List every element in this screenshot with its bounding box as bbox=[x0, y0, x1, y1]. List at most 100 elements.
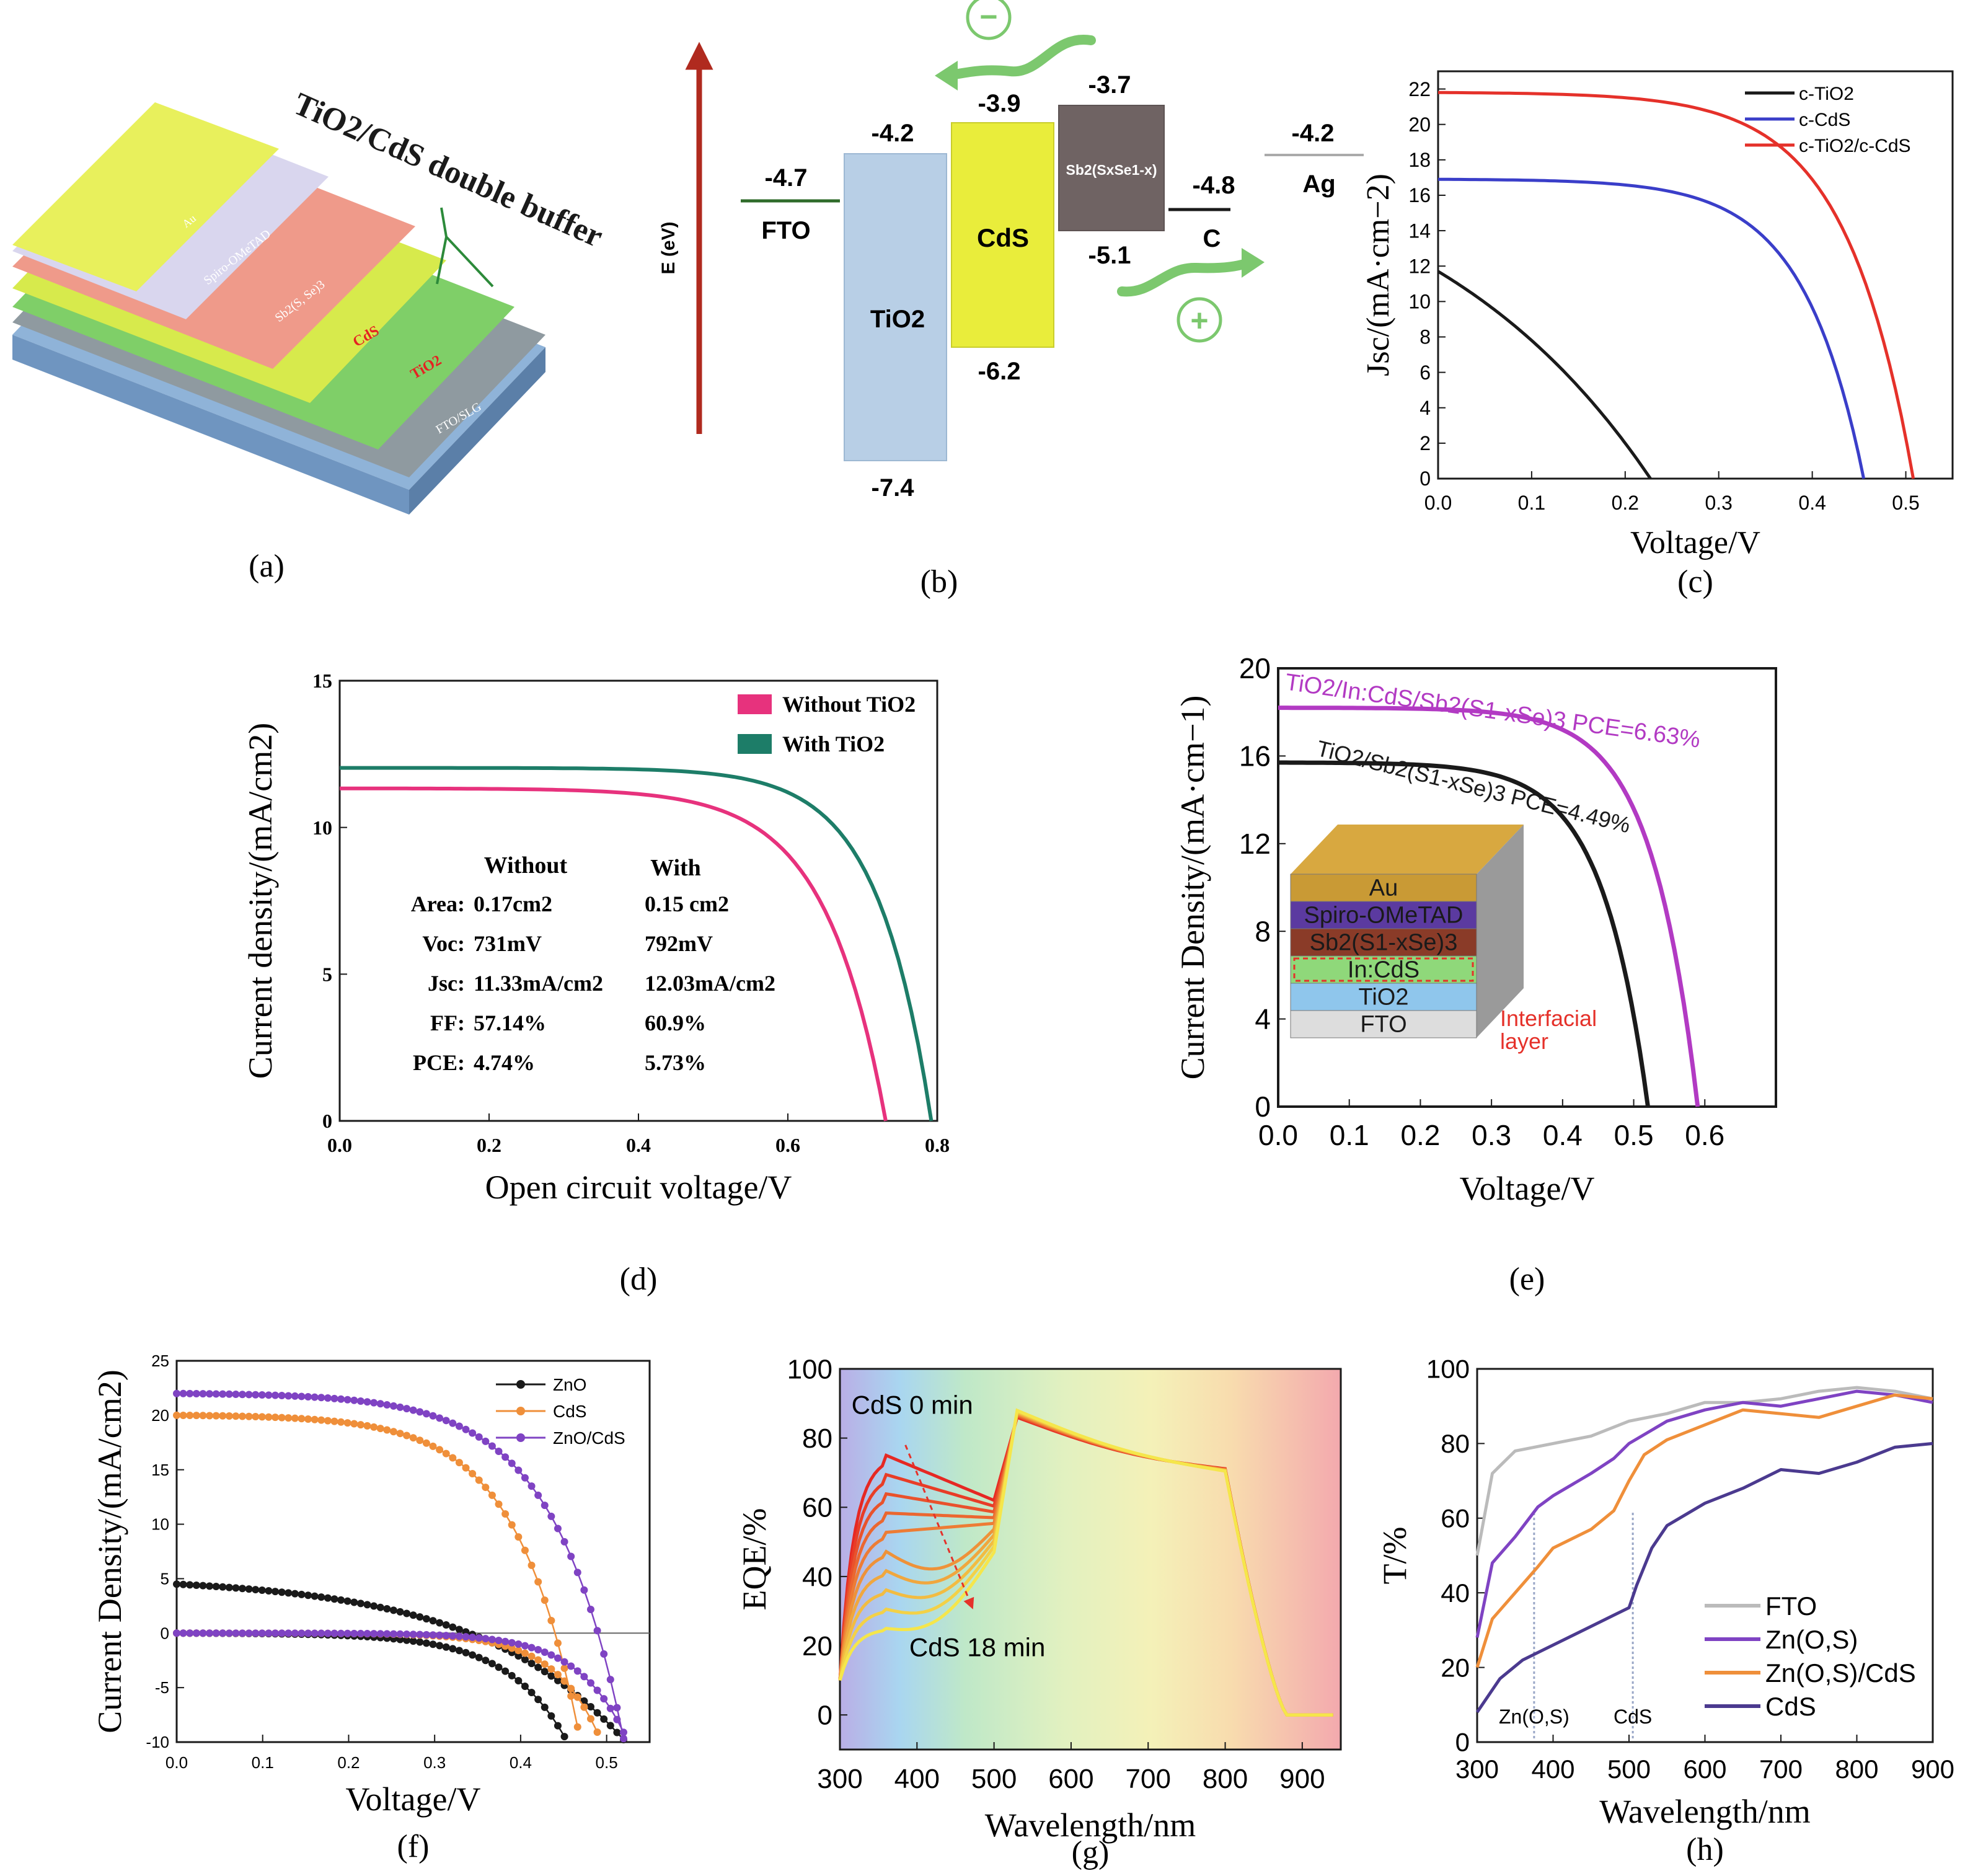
data-point bbox=[606, 1676, 614, 1684]
data-point bbox=[469, 1651, 477, 1659]
data-point bbox=[593, 1627, 601, 1635]
data-point bbox=[239, 1391, 247, 1399]
data-point bbox=[356, 1397, 364, 1405]
data-point bbox=[192, 1629, 200, 1637]
tio2-top-value: -4.2 bbox=[872, 120, 914, 147]
x-tick-label: 400 bbox=[1531, 1754, 1574, 1784]
data-point bbox=[173, 1389, 180, 1397]
data-point bbox=[586, 1715, 594, 1723]
energy-axis-label: E (eV) bbox=[658, 221, 679, 274]
data-point bbox=[298, 1415, 306, 1423]
data-point bbox=[586, 1679, 594, 1687]
data-point bbox=[429, 1617, 437, 1625]
y-tick-label: 12 bbox=[1239, 828, 1271, 860]
data-point bbox=[212, 1412, 220, 1420]
data-point bbox=[541, 1703, 549, 1711]
data-point bbox=[396, 1608, 404, 1616]
x-tick-label: 300 bbox=[1455, 1754, 1499, 1784]
data-point bbox=[449, 1454, 457, 1462]
data-point bbox=[389, 1630, 397, 1638]
inset-layer-label: FTO bbox=[1360, 1011, 1406, 1037]
data-point bbox=[285, 1629, 293, 1637]
data-point bbox=[455, 1647, 463, 1655]
data-point bbox=[495, 1636, 503, 1644]
x-tick-label: 0.4 bbox=[1543, 1119, 1583, 1151]
data-point bbox=[173, 1411, 180, 1419]
data-point bbox=[206, 1582, 214, 1590]
data-point bbox=[219, 1412, 227, 1420]
cds-bottom-value: -6.2 bbox=[978, 358, 1021, 385]
data-point bbox=[462, 1464, 470, 1472]
data-point bbox=[449, 1645, 457, 1653]
data-point bbox=[508, 1521, 516, 1529]
y-axis-label: Current density/(mA/cm2) bbox=[242, 723, 279, 1079]
inset-layer bbox=[1290, 983, 1477, 1011]
y-tick-label: 0 bbox=[322, 1110, 332, 1132]
data-point bbox=[239, 1412, 247, 1420]
y-tick-label: 12 bbox=[1408, 255, 1431, 277]
data-point bbox=[567, 1552, 575, 1560]
inset-side bbox=[1477, 825, 1524, 1038]
panel-b-band-diagram: E (eV) -4.7 FTO -4.2 -7.4 TiO2 -3.9 -6.2… bbox=[658, 0, 1364, 600]
y-tick-label: 60 bbox=[802, 1493, 832, 1523]
data-point bbox=[567, 1662, 575, 1670]
panel-label: (h) bbox=[1686, 1832, 1724, 1867]
data-point bbox=[469, 1429, 477, 1437]
panel-e-chart: 0.0 0.1 0.2 0.3 0.4 0.5 0.6 0 4 8 12 16 20 Voltage/V C… bbox=[1174, 652, 1777, 1297]
data-point bbox=[396, 1403, 404, 1411]
table-header: Without bbox=[484, 852, 568, 878]
data-point bbox=[330, 1394, 338, 1402]
data-point bbox=[219, 1390, 227, 1398]
data-point bbox=[343, 1597, 351, 1605]
data-point bbox=[475, 1653, 483, 1661]
inset-top bbox=[1291, 825, 1524, 874]
data-point bbox=[265, 1629, 273, 1637]
panel-d-chart: 0.0 0.2 0.4 0.6 0.8 0 5 10 15 Open circuit voltag… bbox=[242, 670, 950, 1297]
x-tick-label: 0.1 bbox=[1330, 1119, 1369, 1151]
data-point bbox=[285, 1414, 293, 1422]
fto-level-value: -4.7 bbox=[765, 164, 808, 192]
x-tick-label: 0.4 bbox=[626, 1134, 651, 1156]
data-point bbox=[606, 1722, 614, 1730]
data-point bbox=[330, 1595, 338, 1603]
table-cell: 12.03mA/cm2 bbox=[645, 971, 775, 996]
data-point bbox=[449, 1419, 457, 1427]
legend-marker bbox=[516, 1380, 525, 1389]
table-row-label: PCE: bbox=[413, 1050, 465, 1075]
data-point bbox=[179, 1580, 187, 1588]
data-point bbox=[573, 1568, 581, 1577]
x-axis-label: Wavelength/nm bbox=[985, 1807, 1196, 1844]
legend-entry: CdS bbox=[553, 1402, 586, 1421]
data-point bbox=[376, 1630, 384, 1638]
y-tick-label: 20 bbox=[802, 1631, 832, 1661]
tio2-band bbox=[844, 153, 947, 461]
y-tick-label: 100 bbox=[1426, 1355, 1470, 1384]
marker-label: Zn(O,S) bbox=[1499, 1706, 1570, 1728]
data-point bbox=[212, 1629, 220, 1637]
data-point bbox=[311, 1592, 319, 1600]
y-tick-label: 18 bbox=[1408, 149, 1431, 171]
y-tick-label: 5 bbox=[322, 963, 332, 986]
legend-entry: c-TiO2 bbox=[1799, 84, 1854, 104]
data-point bbox=[317, 1629, 325, 1637]
data-point bbox=[436, 1414, 444, 1422]
y-tick-label: 0 bbox=[161, 1624, 169, 1642]
data-point bbox=[206, 1390, 214, 1398]
y-axis-label: Current Density/(mA/cm2) bbox=[91, 1369, 128, 1733]
data-point bbox=[586, 1605, 594, 1613]
data-point bbox=[403, 1630, 411, 1638]
data-point bbox=[272, 1391, 280, 1399]
data-point bbox=[560, 1538, 568, 1546]
data-point bbox=[534, 1696, 542, 1704]
data-point bbox=[429, 1640, 437, 1648]
data-point bbox=[409, 1611, 417, 1619]
y-tick-label: 16 bbox=[1239, 740, 1271, 772]
data-point bbox=[534, 1578, 542, 1586]
data-point bbox=[265, 1587, 273, 1595]
data-point bbox=[206, 1412, 214, 1420]
data-point bbox=[272, 1414, 280, 1422]
data-point bbox=[541, 1596, 549, 1604]
data-point bbox=[534, 1491, 542, 1499]
inset-layer-label: TiO2 bbox=[1359, 984, 1409, 1010]
data-point bbox=[179, 1389, 187, 1397]
